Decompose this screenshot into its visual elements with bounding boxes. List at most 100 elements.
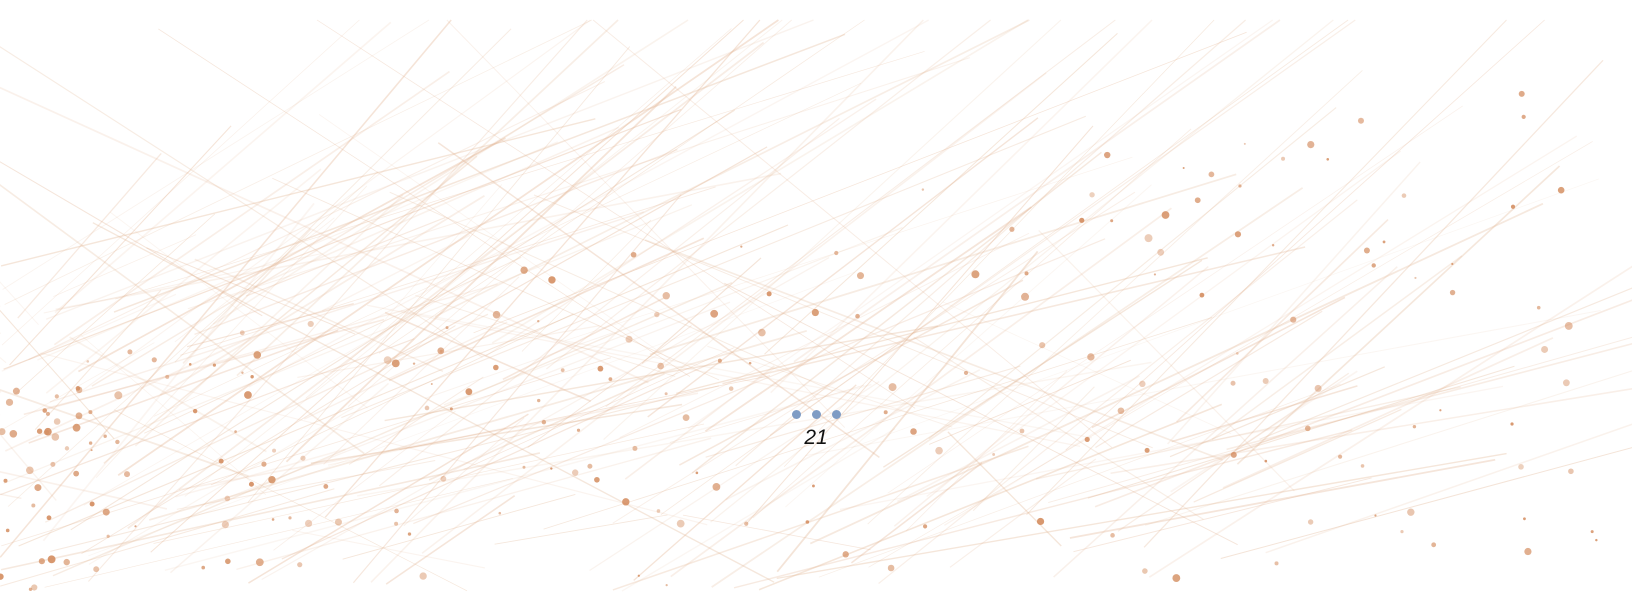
decor-line — [0, 19, 452, 558]
decor-dot — [1182, 167, 1185, 170]
decor-dot — [1314, 384, 1322, 392]
decor-line — [851, 178, 1599, 449]
decor-dot — [86, 360, 90, 363]
decor-line — [273, 410, 456, 551]
decor-dot — [1238, 184, 1242, 188]
decor-dot — [1021, 292, 1030, 301]
decor-line — [691, 151, 1102, 474]
decor-line — [0, 86, 649, 384]
decor-line — [682, 514, 871, 551]
decor-dot — [1371, 263, 1376, 268]
decor-line — [23, 318, 385, 416]
decor-line — [1193, 408, 1402, 503]
decor-dot — [560, 368, 565, 373]
decor-line — [210, 313, 574, 486]
decor-line — [724, 282, 1238, 546]
decor-line — [0, 390, 2, 393]
decor-dot — [740, 245, 743, 248]
decor-line — [310, 403, 683, 464]
decor-line — [434, 19, 1030, 318]
decor-line — [318, 114, 672, 361]
decor-line — [687, 19, 1274, 430]
decor-dot — [1144, 447, 1150, 453]
decor-line — [78, 19, 591, 394]
decor-line — [45, 168, 322, 394]
decor-dot — [192, 408, 198, 414]
decor-line — [1148, 265, 1632, 578]
decor-line — [14, 213, 216, 395]
decor-line — [612, 445, 1029, 591]
decor-dot — [748, 361, 752, 365]
decor-line — [1065, 19, 1545, 451]
decor-dot — [188, 363, 192, 366]
decor-dot — [54, 394, 59, 399]
decor-dot — [63, 558, 70, 566]
decor-line — [230, 126, 620, 298]
decor-line — [1091, 296, 1346, 429]
decor-dot — [1510, 204, 1516, 209]
decor-line — [80, 334, 267, 496]
decor-line — [347, 19, 792, 407]
decor-dot — [44, 427, 52, 436]
decor-dot — [594, 476, 600, 483]
decor-line — [421, 72, 1047, 554]
decor-dot — [1510, 422, 1514, 426]
decor-dot — [1144, 234, 1153, 243]
decor-line — [425, 332, 613, 399]
decor-line — [621, 428, 896, 592]
decor-dot — [1326, 158, 1330, 161]
decor-line — [159, 195, 485, 396]
decor-line — [758, 403, 1223, 591]
decor-dot — [31, 584, 38, 591]
decor-dot — [1431, 542, 1437, 548]
loading-dots — [766, 410, 866, 419]
decor-dot — [922, 524, 928, 529]
dot — [811, 410, 821, 419]
decor-line — [384, 311, 592, 402]
decor-dot — [127, 349, 133, 355]
decor-line — [342, 494, 576, 560]
decor-dot — [34, 484, 42, 492]
decor-line — [43, 253, 321, 314]
decor-dot — [1401, 193, 1407, 198]
decor-dot — [1304, 425, 1311, 432]
decor-dot — [1407, 508, 1415, 516]
decor-line — [896, 375, 1140, 503]
decor-line — [88, 19, 588, 582]
decor-line — [1175, 218, 1389, 423]
decor-dot — [412, 362, 416, 365]
decor-line — [341, 115, 1086, 419]
decor-dot — [888, 383, 897, 392]
decor-dot — [288, 516, 292, 520]
decor-dot — [1307, 519, 1314, 525]
decor-line — [1094, 299, 1632, 508]
decor-line — [110, 211, 368, 409]
decor-line — [746, 125, 1094, 525]
decor-line — [494, 514, 668, 545]
decor-dot — [165, 374, 170, 379]
decor-dot — [622, 498, 630, 506]
decor-line — [502, 297, 665, 380]
decor-line — [45, 19, 814, 320]
decor-line — [926, 150, 1402, 497]
decor-dot — [218, 458, 224, 464]
decor-line — [158, 28, 691, 377]
decor-dot — [1564, 322, 1573, 330]
decor-line — [297, 325, 600, 378]
decor-dot — [12, 387, 20, 395]
decor-dot — [53, 418, 61, 425]
decor-dot — [50, 461, 56, 467]
decor-line — [710, 19, 1334, 523]
decor-line — [711, 187, 1304, 588]
decor-line — [169, 382, 390, 574]
decor-dot — [334, 518, 342, 526]
decor-line — [1169, 366, 1385, 458]
decor-dot — [261, 461, 267, 467]
dot — [791, 410, 801, 419]
decor-line — [389, 146, 768, 360]
decor-line — [115, 51, 925, 300]
decor-dot — [241, 371, 244, 374]
decor-line — [592, 19, 1113, 448]
decor-dot — [26, 466, 34, 475]
